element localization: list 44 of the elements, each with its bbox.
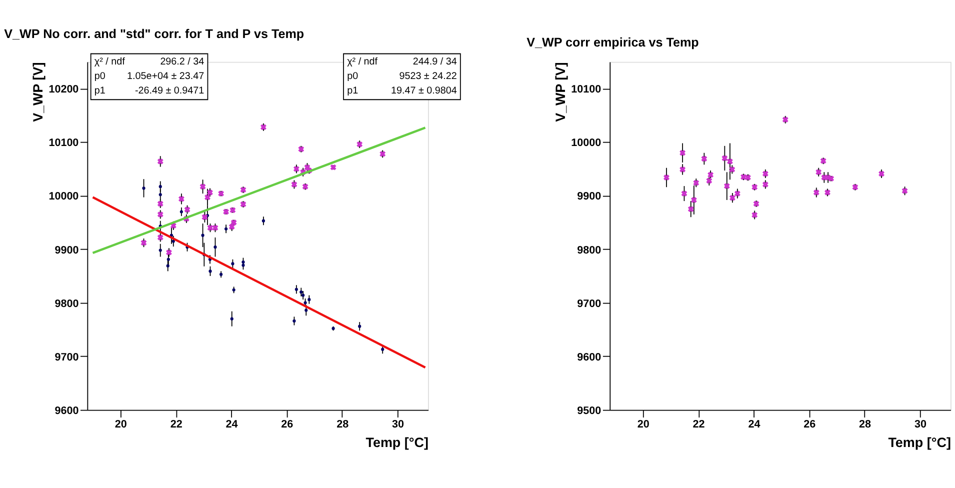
y-tick-label: 10000 bbox=[48, 190, 79, 203]
annotation: 244.9 / 34 bbox=[412, 56, 458, 68]
x-tick-label: 22 bbox=[170, 418, 182, 430]
x-tick-label: 28 bbox=[859, 418, 872, 430]
x-tick-label: 20 bbox=[637, 418, 650, 430]
annotation: 296.2 / 34 bbox=[160, 56, 205, 68]
y-tick-label: 9600 bbox=[54, 404, 79, 417]
x-tick-label: 30 bbox=[392, 418, 404, 430]
y-tick-label: 10100 bbox=[571, 84, 602, 96]
x-tick-label: 28 bbox=[336, 418, 349, 430]
x-tick-label: 26 bbox=[804, 418, 816, 430]
x-tick-label: 24 bbox=[748, 418, 760, 430]
x-axis-title: Temp [°C] bbox=[366, 435, 428, 450]
y-tick-label: 10100 bbox=[48, 137, 79, 150]
annotation: p0 bbox=[94, 70, 106, 82]
x-tick-label: 20 bbox=[114, 418, 127, 430]
y-tick-label: 10200 bbox=[48, 84, 79, 96]
y-tick-label: 10000 bbox=[571, 137, 602, 150]
y-tick-label: 9700 bbox=[577, 298, 602, 310]
x-axis-title: Temp [°C] bbox=[888, 435, 951, 450]
y-tick-label: 9900 bbox=[577, 190, 602, 203]
annotation: χ² / ndf bbox=[347, 56, 378, 68]
y-tick-label: 9800 bbox=[577, 244, 602, 256]
y-tick-label: 9800 bbox=[54, 298, 79, 310]
annotation: p1 bbox=[94, 85, 106, 96]
y-tick-label: 9600 bbox=[577, 351, 602, 364]
x-tick-label: 22 bbox=[692, 418, 705, 430]
chart-title: V_WP corr empirica vs Temp bbox=[526, 36, 700, 50]
annotation: -26.49 ± 0.9471 bbox=[135, 85, 205, 96]
chart-title: V_WP No corr. and "std" corr. for T and P vs Temp bbox=[4, 27, 304, 42]
y-axis-title: V_WP [V] bbox=[552, 62, 568, 122]
y-tick-label: 9500 bbox=[577, 404, 602, 417]
annotation: p0 bbox=[347, 70, 359, 82]
annotation: 9523 ± 24.22 bbox=[399, 70, 457, 82]
y-tick-label: 9700 bbox=[54, 351, 79, 364]
x-tick-label: 26 bbox=[281, 418, 294, 430]
annotation: p1 bbox=[347, 85, 359, 96]
y-tick-label: 9900 bbox=[54, 244, 79, 256]
x-tick-label: 24 bbox=[226, 418, 238, 430]
y-axis-title: V_WP [V] bbox=[30, 62, 46, 122]
x-tick-label: 30 bbox=[914, 418, 926, 430]
annotation: 1.05e+04 ± 23.47 bbox=[127, 70, 204, 82]
annotation: 19.47 ± 0.9804 bbox=[390, 85, 458, 96]
annotation: χ² / ndf bbox=[94, 56, 126, 68]
